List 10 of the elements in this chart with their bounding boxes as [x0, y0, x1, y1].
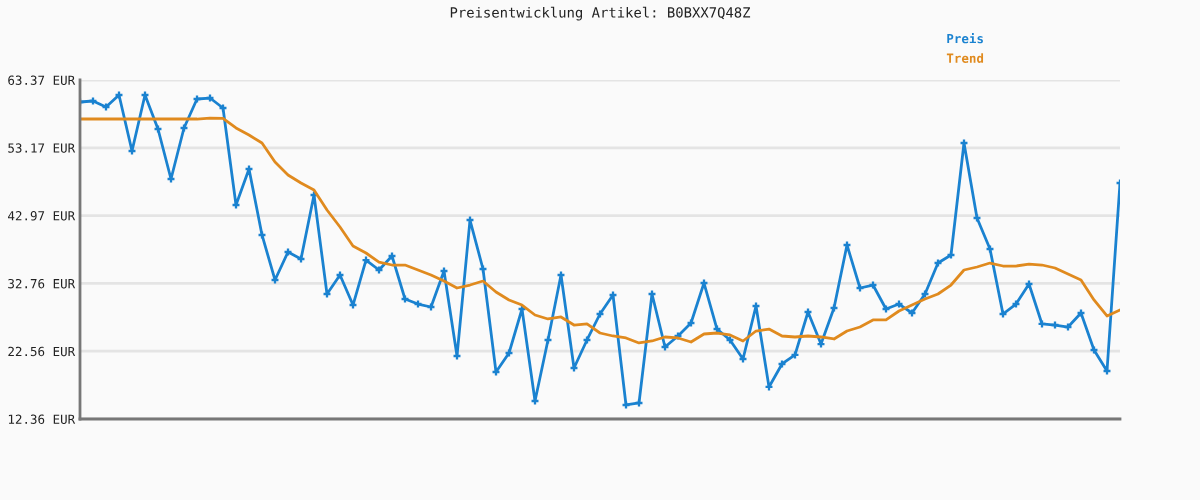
text: Preis — [947, 32, 983, 44]
y-tick-label: 63.37 EUR — [8, 75, 76, 85]
y-tick-label: 22.56 EUR — [8, 346, 76, 357]
chart-title: Preisentwicklung Artikel: B0BXX7Q48Z — [450, 6, 751, 21]
line-series — [80, 116, 1120, 345]
y-tick-label: 53.17 EUR — [8, 143, 76, 153]
y-tick-label: 32.76 EUR — [8, 278, 76, 289]
text: Trend — [946, 53, 984, 63]
y-tick-label: 12.36 EUR — [8, 414, 76, 424]
y-tick-label: 42.97 EUR — [8, 211, 76, 221]
